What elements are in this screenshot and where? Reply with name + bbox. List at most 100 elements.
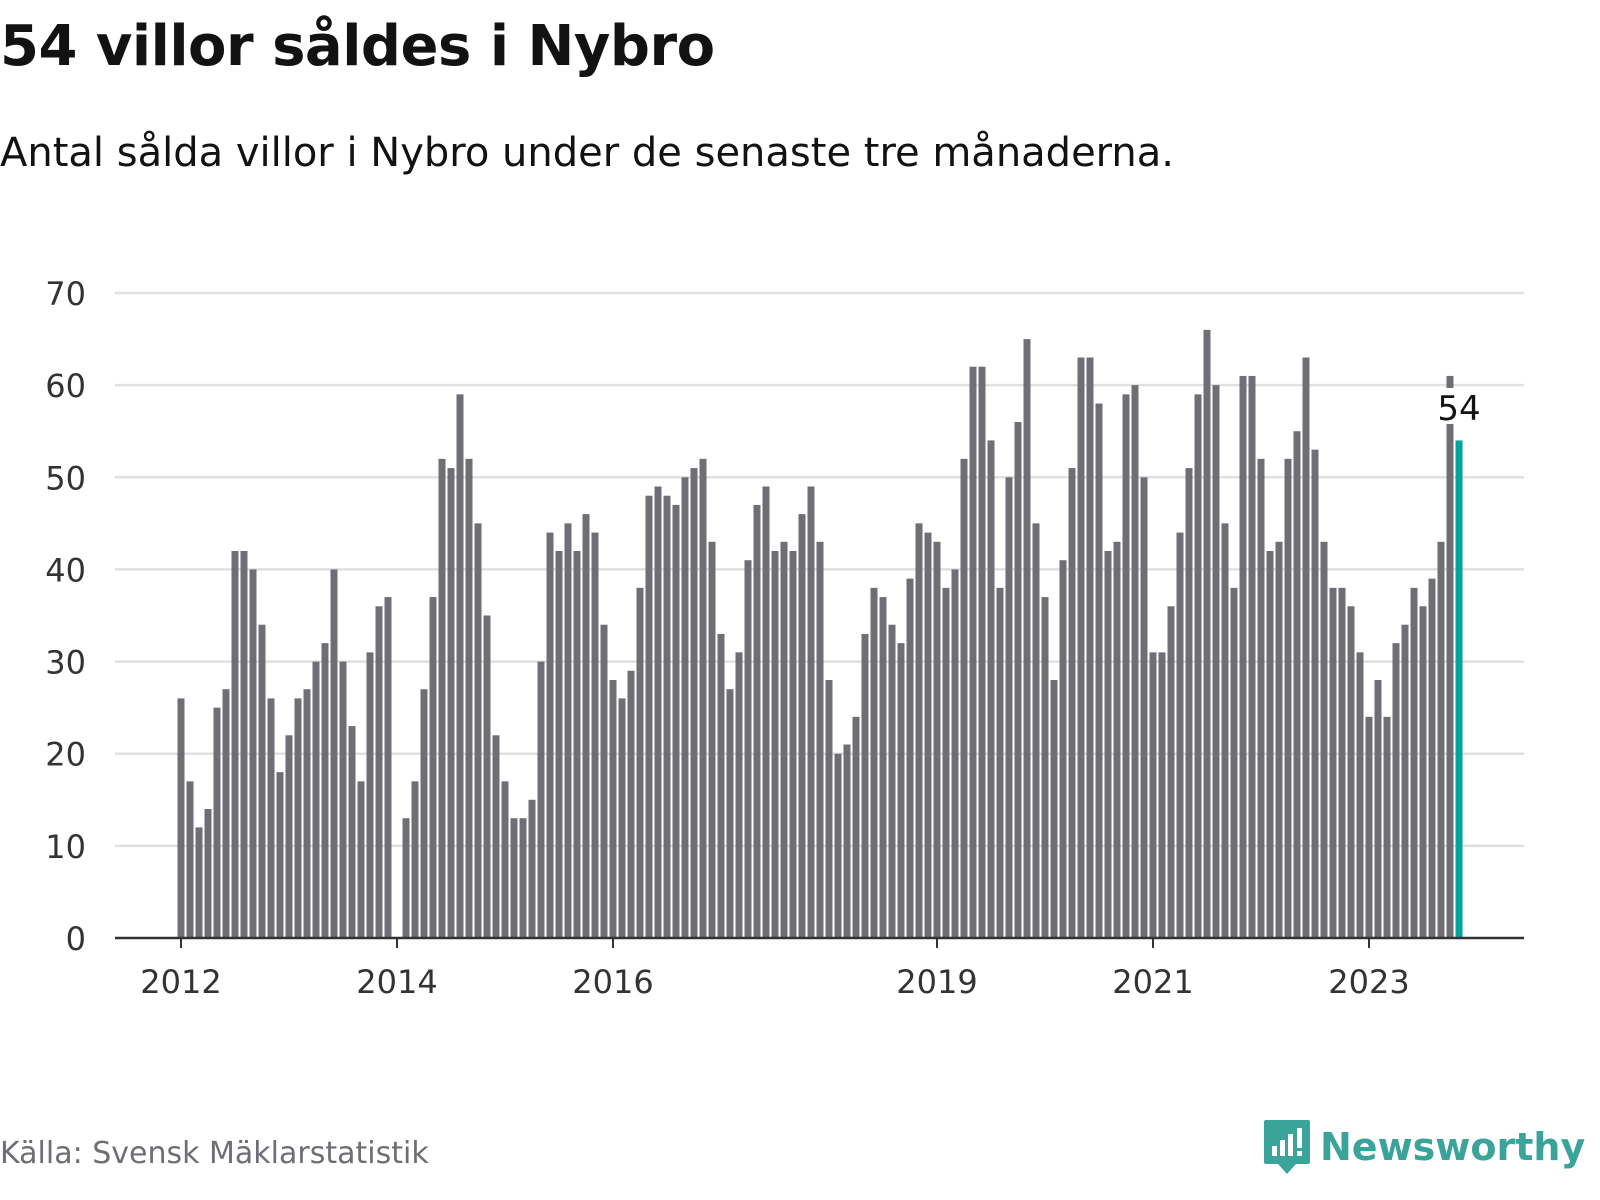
- bar: [177, 698, 185, 938]
- bar: [267, 698, 275, 938]
- bar: [519, 818, 527, 938]
- x-tick-label: 2019: [896, 963, 977, 1001]
- bar: [780, 541, 788, 938]
- bar: [681, 477, 689, 938]
- bar: [753, 504, 761, 938]
- bar: [1374, 680, 1382, 938]
- bar: [843, 744, 851, 938]
- bar: [1248, 375, 1256, 938]
- bar: [663, 495, 671, 938]
- bar: [510, 818, 518, 938]
- bar: [1131, 385, 1139, 939]
- bar: [483, 615, 491, 938]
- bar: [1293, 431, 1301, 938]
- bar: [186, 781, 194, 938]
- bar: [1104, 551, 1112, 938]
- bar: [1284, 458, 1292, 938]
- bar: [1230, 587, 1238, 938]
- bar: [537, 661, 545, 938]
- bar: [654, 486, 662, 938]
- bar: [852, 716, 860, 938]
- bar: [798, 514, 806, 938]
- bar: [330, 569, 338, 938]
- bar: [1059, 560, 1067, 938]
- bar: [348, 726, 356, 938]
- bar: [978, 366, 986, 938]
- bar: [1203, 329, 1211, 938]
- bar: [870, 587, 878, 938]
- bar: [321, 643, 329, 938]
- bar: [1122, 394, 1130, 938]
- bar: [1140, 477, 1148, 938]
- annotation: 54: [1433, 388, 1485, 429]
- bar: [582, 514, 590, 938]
- x-tick-label: 2016: [572, 963, 653, 1001]
- x-tick-label: 2012: [140, 963, 221, 1001]
- chart-title: 54 villor såldes i Nybro: [0, 14, 715, 79]
- bar: [1446, 375, 1454, 938]
- bar: [528, 799, 536, 938]
- bar: [1095, 403, 1103, 939]
- bar: [708, 541, 716, 938]
- bar: [1176, 532, 1184, 938]
- y-tick-label: 30: [45, 644, 86, 682]
- source-text: Källa: Svensk Mäklarstatistik: [0, 1136, 429, 1171]
- bar: [735, 652, 743, 938]
- bar: [1149, 652, 1157, 938]
- newsworthy-logo[interactable]: Newsworthy: [1262, 1118, 1585, 1176]
- bar: [618, 698, 626, 938]
- bar: [1194, 394, 1202, 938]
- bar: [1005, 477, 1013, 938]
- bar: [1023, 339, 1031, 939]
- bar: [1050, 680, 1058, 938]
- bar: [816, 541, 824, 938]
- bar: [627, 670, 635, 938]
- y-tick-label: 10: [45, 828, 86, 866]
- bar: [303, 689, 311, 938]
- bar: [933, 541, 941, 938]
- bar: [204, 809, 212, 938]
- bar: [1077, 357, 1085, 938]
- bar: [249, 569, 257, 938]
- bar: [906, 578, 914, 938]
- bar: [726, 689, 734, 938]
- bar: [1275, 541, 1283, 938]
- bar: [375, 606, 383, 938]
- bar: [915, 523, 923, 938]
- bar: [1347, 606, 1355, 938]
- bar: [384, 597, 392, 938]
- bar: [825, 680, 833, 938]
- bar: [1302, 357, 1310, 938]
- bar: [987, 440, 995, 938]
- bars: [177, 329, 1463, 939]
- bar: [861, 633, 869, 938]
- bar: [942, 587, 950, 938]
- bar: [339, 661, 347, 938]
- bar: [888, 624, 896, 938]
- bar: [1185, 468, 1193, 938]
- bar: [924, 532, 932, 938]
- bar: [1356, 652, 1364, 938]
- bar: [996, 587, 1004, 938]
- bar: [690, 468, 698, 938]
- bar: [438, 458, 446, 938]
- bar: [1266, 551, 1274, 938]
- bar: [312, 661, 320, 938]
- bar: [717, 633, 725, 938]
- bar: [1428, 578, 1436, 938]
- bar: [960, 458, 968, 938]
- bar: [555, 551, 563, 938]
- bar: [1032, 523, 1040, 938]
- bar: [1257, 458, 1265, 938]
- bar: [1401, 624, 1409, 938]
- y-tick-label: 50: [45, 459, 86, 497]
- bar: [969, 366, 977, 938]
- x-tick-label: 2014: [356, 963, 437, 1001]
- bar: [222, 689, 230, 938]
- bar: [1212, 385, 1220, 939]
- bar: [465, 458, 473, 938]
- y-axis-ticks: 0 10 20 30 40 50 60 70: [45, 275, 86, 958]
- bar: [1329, 587, 1337, 938]
- bar: [285, 735, 293, 938]
- annotation-backing: [1433, 388, 1485, 424]
